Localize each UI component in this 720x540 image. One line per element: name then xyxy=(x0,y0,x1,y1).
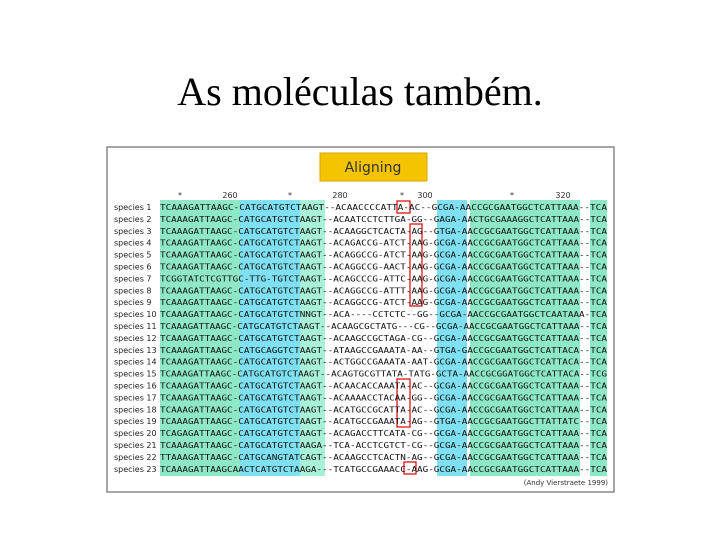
sequence: TCGGTATCTCGTTGC-TTG-TGTCTAAGT--ACAGCCCG-… xyxy=(160,274,607,283)
species-label: species 3 xyxy=(114,227,152,236)
ruler-label: * xyxy=(178,191,182,200)
sequence: TCAAAGATTAAGC-CATGCATGTCTAAGT--ACAGTGCGT… xyxy=(160,370,607,379)
sequence: TCAAAGATTAAGC-CATGCATGTCTAAGA--TCA-ACCTC… xyxy=(160,441,607,450)
sequence: TCAAAGATTAAGC-CATGCATGTCTAAGT--ACAAGCCGC… xyxy=(160,334,607,343)
sequence: TCAAAGATTAAGC-CATGCATGTCTAAGT--ACAGGCCG-… xyxy=(160,298,607,307)
species-label: species 7 xyxy=(114,274,152,283)
sequence: TCAAAGATTAAGC-CATGCATGTCTAAGT--ACATGCCGC… xyxy=(160,405,607,414)
species-label: species 15 xyxy=(114,370,157,379)
slide-title: As moléculas também. xyxy=(177,69,543,114)
column-shading xyxy=(160,200,607,476)
sequence: TCAAAGATTAAGC-CATGCATGTCTAAGT--ACAATCCTC… xyxy=(160,215,607,224)
sequence: TCAAAGATTAAGC-CATGCATGTCTAAGT--ACAAGCGCT… xyxy=(160,322,607,331)
species-label: species 17 xyxy=(114,393,157,402)
ruler-label: 300 xyxy=(417,191,432,200)
sequence: TCAAAGATTAAGC-CATGCATGTCTNNGT--ACA----CC… xyxy=(160,310,607,319)
sequence: TCAAAGATTAAGC-CATGCATGTCTAAGT--ACAACCCCA… xyxy=(160,203,607,212)
sequence: TCAAAGATTAAGC-CATGCATGTCTAAGT--ACAGGCCG-… xyxy=(160,251,607,260)
species-label: species 9 xyxy=(114,298,152,307)
species-label: species 22 xyxy=(114,453,157,462)
species-label: species 20 xyxy=(114,429,157,438)
species-label: species 21 xyxy=(114,441,157,450)
species-label: species 16 xyxy=(114,382,157,391)
ruler-label: * xyxy=(288,191,292,200)
species-label: species 23 xyxy=(114,465,157,474)
species-label: species 18 xyxy=(114,405,157,414)
ruler-label: * xyxy=(510,191,514,200)
sequence: TCAAAGATTAAGCAACTCATGTCTAAGA---TCATGCCGA… xyxy=(160,465,607,474)
species-label: species 19 xyxy=(114,417,157,426)
sequence: TCAAAGATTAAGC-CATGCATGTCTAAGT--ACTGGCCGA… xyxy=(160,358,607,367)
ruler-label: 260 xyxy=(222,191,237,200)
ruler-label: * xyxy=(400,191,404,200)
ruler-label: 320 xyxy=(555,191,570,200)
species-label: species 13 xyxy=(114,346,157,355)
species-label: species 14 xyxy=(114,358,157,367)
sequence: TCAGAGATTAAGC-CATGCATGTCTAAGT--ACAGACCTT… xyxy=(160,429,607,438)
species-label: species 6 xyxy=(114,263,152,272)
ruler-label: 280 xyxy=(332,191,347,200)
species-label: species 8 xyxy=(114,286,152,295)
species-label: species 5 xyxy=(114,251,152,260)
sequence: TCAAAGATTAAGC-CATGCATGTCTAAGT--ACAGGCCG-… xyxy=(160,286,607,295)
sequence: TCAAAGATTAAGC-CATGCATGTCTAAGT--ACAGGCCG-… xyxy=(160,263,607,272)
sequence: TCAAAGATTAAGC-CATGCAGGTCTAAGT--ATAAGCCGA… xyxy=(160,346,607,355)
species-label: species 2 xyxy=(114,215,152,224)
species-label: species 4 xyxy=(114,239,152,248)
species-label: species 12 xyxy=(114,334,157,343)
button-label: Aligning xyxy=(345,160,402,176)
sequence: TTAAAGATTAAGC-CATGCANGTATCAGT--ACAAGCCTC… xyxy=(160,453,607,462)
species-label: species 10 xyxy=(114,310,157,319)
highlight-boxes xyxy=(396,200,423,475)
species-label: species 11 xyxy=(114,322,157,331)
credit: (Andy Vierstraete 1999) xyxy=(524,479,608,487)
sequence: TCAAAGATTAAGC-CATGCATGTCTAAGT--ACAAAACCT… xyxy=(160,393,607,402)
species-label: species 1 xyxy=(114,203,152,212)
sequence: TCAAAGATTAAGC-CATGCATGTCTAAGT--ACAACACCA… xyxy=(160,382,607,391)
sequence: TCAAAGATTAAGC-CATGCATGTCTAAGT--ACAAGGCTC… xyxy=(160,227,607,236)
aligning-button xyxy=(319,152,428,182)
sequence: TCAAAGATTAAGC-CATGCATGTCTAAGT--ACATGCCGA… xyxy=(160,417,607,426)
sequence: TCAAAGATTAAGC-CATGCATGTCTAAGT--ACAGACCG-… xyxy=(160,239,607,248)
